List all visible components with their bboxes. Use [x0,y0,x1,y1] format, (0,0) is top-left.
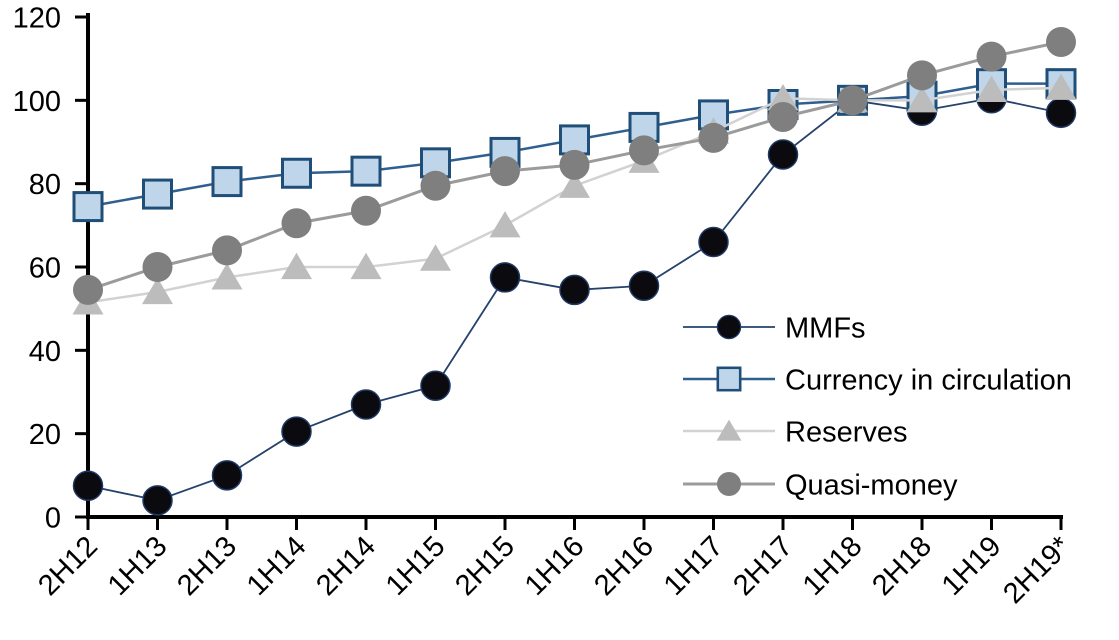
data-point-reserves-2H17 [767,83,799,111]
data-point-reserves-1H19 [976,75,1007,103]
data-point-currency-in-circulation-2H12 [72,191,104,223]
data-point-currency-in-circulation-2H13 [211,166,243,198]
y-axis-tick-label: 60 [29,252,61,284]
data-point-quasi-money-1H13 [142,252,173,282]
x-axis-tick-label: 2H15 [449,530,521,602]
x-axis-tick-label: 2H14 [310,530,382,602]
y-axis-tick-label: 20 [29,419,61,451]
x-axis-tick-label: 2H12 [32,530,104,602]
data-point-currency-in-circulation-1H13 [142,178,173,210]
data-point-mmfs-1H13 [142,485,173,516]
data-point-quasi-money-1H15 [420,170,451,201]
data-point-quasi-money-2H17 [768,102,798,132]
data-point-reserves-1H15 [420,244,451,271]
legend-item-quasi-money: Quasi-money [683,469,958,501]
x-axis-tick-label: 1H13 [102,530,174,602]
legend-item-reserves: Reserves [683,416,908,448]
data-point-reserves-1H16 [559,171,590,198]
data-point-mmfs-1H15 [420,370,451,401]
x-axis-tick-label: 2H13 [171,530,243,602]
data-point-mmfs-2H16 [628,270,660,301]
data-point-reserves-1H14 [281,252,312,280]
x-axis-tick-label: 2H19* [997,530,1077,610]
legend-label-currency-in-circulation: Currency in circulation [785,364,1072,396]
x-axis-tick-label: 1H14 [241,530,313,602]
data-point-mmfs-1H14 [281,416,312,447]
data-point-mmfs-1H16 [559,274,590,306]
legend-marker-currency-in-circulation [716,366,742,392]
data-point-reserves-2H19* [1045,73,1077,100]
data-point-quasi-money-2H13 [212,235,242,266]
data-point-mmfs-2H12 [72,470,104,501]
data-point-reserves-2H13 [211,263,243,290]
x-axis-tick-label: 1H15 [380,530,452,602]
x-axis-tick-label: 2H18 [866,530,938,602]
legend-marker-mmfs [716,314,742,340]
legend-label-quasi-money: Quasi-money [785,469,958,501]
data-point-quasi-money-2H14 [351,195,381,226]
data-point-reserves-2H15 [489,211,521,238]
legend: MMFs Currency in circulation Reserves Quasi… [683,312,1072,501]
data-point-quasi-money-1H19 [976,41,1007,72]
data-point-reserves-2H18 [906,86,938,113]
y-axis-tick-label: 40 [29,336,61,368]
legend-marker-quasi-money [717,472,741,496]
data-point-mmfs-1H17 [698,226,729,258]
data-point-reserves-2H14 [350,252,382,280]
legend-marker-reserves [716,419,742,441]
data-point-reserves-1H13 [142,277,173,305]
data-point-quasi-money-2H19* [1046,27,1076,57]
y-axis-tick-label: 120 [13,2,61,34]
data-point-mmfs-2H15 [489,262,521,293]
x-axis-tick-label: 2H17 [727,530,799,602]
data-point-quasi-money-2H15 [490,156,520,187]
legend-label-mmfs: MMFs [785,312,866,344]
x-axis-tick-label: 1H19 [936,530,1008,602]
data-point-currency-in-circulation-2H14 [350,155,382,187]
y-axis-tick-label: 80 [29,169,61,201]
data-point-mmfs-2H19* [1045,97,1077,129]
x-axis-tick-label: 2H16 [588,530,660,602]
x-axis-tick-label: 1H17 [658,530,730,602]
y-axis-tick-label: 100 [13,86,61,118]
data-point-quasi-money-2H18 [907,60,937,91]
data-point-quasi-money-2H16 [629,135,659,166]
data-point-quasi-money-1H16 [559,149,590,180]
data-point-quasi-money-1H18 [837,85,868,116]
data-point-currency-in-circulation-1H16 [559,124,590,156]
data-point-currency-in-circulation-1H14 [281,157,312,189]
y-axis-tick-label: 0 [45,502,61,534]
data-point-mmfs-2H13 [211,460,243,491]
x-axis-tick-label: 1H16 [519,530,591,602]
data-point-mmfs-2H14 [350,389,382,420]
legend-item-mmfs: MMFs [683,312,866,344]
series-quasi-money [73,27,1076,305]
data-point-quasi-money-2H12 [73,274,103,305]
data-point-quasi-money-1H14 [281,208,312,239]
data-point-mmfs-2H17 [767,139,799,170]
legend-item-currency-in-circulation: Currency in circulation [683,364,1072,396]
data-point-quasi-money-1H17 [698,122,729,153]
x-axis-tick-label: 1H18 [797,530,869,602]
legend-label-reserves: Reserves [785,416,908,448]
